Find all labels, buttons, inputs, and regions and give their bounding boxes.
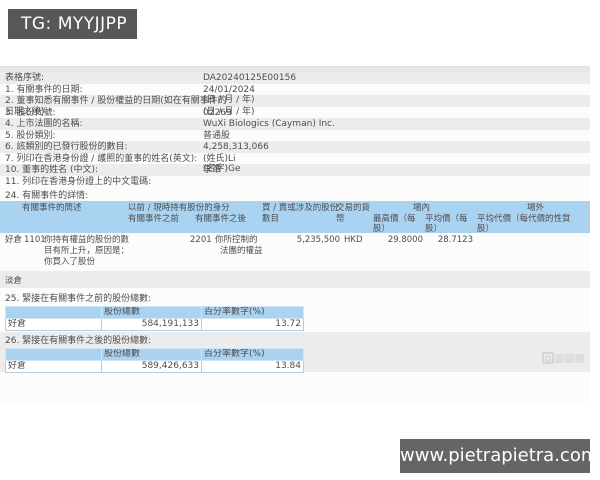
event-code: 1101 bbox=[24, 235, 46, 245]
currency: HKD bbox=[344, 235, 363, 245]
col-avg-price: 平均價（每 bbox=[425, 214, 468, 224]
col-after: 有關事件之後 bbox=[195, 214, 247, 224]
col-suffix-2: 股） bbox=[425, 224, 443, 234]
tg-watermark-badge: TG: MYYJJPP bbox=[8, 9, 137, 39]
field-label-line2: 日期之後): bbox=[5, 106, 48, 117]
field-value: 4,258,313,066 bbox=[203, 142, 269, 152]
form-row-10: 10. 董事的姓名 (中文): 李革 bbox=[0, 164, 590, 176]
corner-watermark-logo: G bbox=[542, 352, 584, 365]
highest-price-value: 29.8000 bbox=[387, 235, 423, 245]
logo-g-glyph: G bbox=[542, 352, 554, 365]
row-label: 好倉 bbox=[5, 318, 102, 331]
section-26-heading: 26. 緊接在有關事件之後的股份總數: bbox=[5, 336, 152, 346]
disclosure-form-document: 表格序號: DA20240125E00156 1. 有關事件的日期: 24/01… bbox=[0, 66, 590, 402]
logo-char-block bbox=[555, 353, 564, 363]
section-25-heading: 25. 緊接在有關事件之前的股份總數: bbox=[5, 294, 152, 304]
col-highest-price: 最高價（每 bbox=[373, 214, 416, 224]
empty-header-cell bbox=[5, 306, 102, 319]
field-value: 普通股 bbox=[203, 130, 231, 141]
field-value: (姓氏)Li bbox=[203, 153, 236, 164]
field-label: 3. 股份代號: bbox=[5, 107, 56, 118]
event-desc-l2: 目有所上升，原因是： bbox=[44, 246, 130, 256]
col-suffix-3: 股） bbox=[477, 224, 495, 234]
field-label: 6. 該類別的已發行股份的數目: bbox=[5, 142, 128, 152]
col-avg-consideration: 平均代價（每 bbox=[477, 214, 529, 224]
col-currency-l2: 幣 bbox=[336, 214, 345, 224]
field-value: 24/01/2024 bbox=[203, 84, 255, 95]
section-25: 25. 緊接在有關事件之前的股份總數: 股份總數 百分率數字(%) 好倉 584… bbox=[0, 288, 590, 332]
shares-involved: 5,235,500 bbox=[296, 235, 340, 245]
col-onmarket-group: 場內 bbox=[413, 203, 431, 213]
section-24-long-position-row: 好倉 1101 你持有權益的股份的數 目有所上升，原因是： 你買入了股份 220… bbox=[0, 233, 590, 271]
col-offmarket-group: 場外 bbox=[527, 203, 545, 213]
section-25-table: 股份總數 百分率數字(%) 好倉 584,191,133 13.72 bbox=[5, 306, 304, 331]
field-value-line2: (名字)Ge bbox=[203, 164, 241, 174]
field-value-line2: (日 / 月 / 年) bbox=[203, 106, 255, 117]
document-top-strip bbox=[0, 66, 590, 72]
col-shares-l2: 數目 bbox=[262, 214, 280, 224]
form-row-3: 3. 股份代號: 02269 bbox=[0, 106, 590, 118]
section-26: 26. 緊接在有關事件之後的股份總數: 股份總數 百分率數字(%) 好倉 589… bbox=[0, 332, 590, 373]
field-value-line2: (日 / 月 / 年) bbox=[203, 95, 255, 105]
field-label: 4. 上市法團的名稱: bbox=[5, 119, 83, 129]
field-label: 10. 董事的姓名 (中文): bbox=[5, 165, 99, 175]
after-capacity-l2: 法團的權益 bbox=[220, 246, 263, 256]
col-suffix-1: 股） bbox=[373, 224, 391, 234]
form-row-serial: 表格序號: DA20240125E00156 bbox=[0, 72, 590, 84]
percent-header: 百分率數字(%) bbox=[201, 306, 304, 319]
website-watermark-badge: www.pietrapietra.com bbox=[400, 439, 598, 473]
form-row-1: 1. 有關事件的日期: 24/01/2024 (日 / 月 / 年) bbox=[0, 83, 590, 105]
col-capacity: 以前 / 現時持有股份的身分 bbox=[128, 203, 230, 213]
form-row-6: 6. 該類別的已發行股份的數目: 4,258,313,066 bbox=[0, 141, 590, 153]
section-24-heading: 24. 有關事件的詳情: bbox=[0, 187, 590, 201]
col-currency-l1: 交易的貨 bbox=[336, 203, 371, 213]
field-value: WuXi Biologics (Cayman) Inc. bbox=[203, 119, 335, 129]
section-26-table: 股份總數 百分率數字(%) 好倉 589,426,633 13.84 bbox=[5, 348, 304, 373]
after-capacity-code: 2201 bbox=[190, 235, 212, 245]
field-label: 7. 列印在香港身份證 / 護照的董事的姓名(英文): bbox=[5, 153, 198, 164]
field-label: 5. 股份類別: bbox=[5, 130, 56, 141]
logo-char-block bbox=[565, 353, 574, 363]
field-value: 李革 bbox=[203, 165, 222, 175]
total-shares-value: 584,191,133 bbox=[101, 318, 202, 331]
form-row-2: 2. 董事知悉有關事件 / 股份權益的日期(如在有關事件的 日期之後): (日 … bbox=[0, 95, 590, 117]
event-desc-l1: 你持有權益的股份的數 bbox=[44, 235, 130, 245]
after-capacity-l1: 你所控制的 bbox=[215, 235, 258, 245]
field-value: DA20240125E00156 bbox=[203, 73, 297, 83]
total-shares-value: 589,426,633 bbox=[101, 360, 202, 373]
percent-value: 13.84 bbox=[201, 360, 304, 373]
field-value bbox=[203, 177, 590, 188]
col-event-desc: 有關事件的簡述 bbox=[22, 203, 82, 213]
section-24-table-header: 有關事件的簡述 以前 / 現時持有股份的身分 買 / 賣或涉及的股份 交易的貨 … bbox=[0, 201, 590, 234]
logo-char-block bbox=[575, 353, 584, 363]
field-label: 表格序號: bbox=[5, 73, 45, 83]
percent-value: 13.72 bbox=[201, 318, 304, 331]
empty-header-cell bbox=[5, 348, 102, 361]
avg-price-value: 28.7123 bbox=[437, 235, 473, 245]
form-row-7: 7. 列印在香港身份證 / 護照的董事的姓名(英文): (姓氏)Li (名字)G… bbox=[0, 152, 590, 174]
field-label: 1. 有關事件的日期: bbox=[5, 84, 83, 95]
event-desc-l3: 你買入了股份 bbox=[44, 257, 96, 267]
total-shares-header: 股份總數 bbox=[101, 348, 202, 361]
section-24-short-position-row: 淡倉 bbox=[0, 271, 590, 288]
row-label: 好倉 bbox=[5, 360, 102, 373]
percent-header: 百分率數字(%) bbox=[201, 348, 304, 361]
form-row-5: 5. 股份類別: 普通股 bbox=[0, 129, 590, 141]
form-row-4: 4. 上市法團的名稱: WuXi Biologics (Cayman) Inc. bbox=[0, 118, 590, 130]
field-value-blank bbox=[203, 96, 590, 107]
col-shares-l1: 買 / 賣或涉及的股份 bbox=[262, 203, 339, 213]
form-row-11: 11. 列印在香港身份證上的中文電碼: bbox=[0, 175, 590, 188]
col-nature: 代價的性質 bbox=[528, 214, 571, 224]
total-shares-header: 股份總數 bbox=[101, 306, 202, 319]
field-label: 2. 董事知悉有關事件 / 股份權益的日期(如在有關事件的 bbox=[5, 96, 227, 106]
col-before: 有關事件之前 bbox=[128, 214, 180, 224]
field-label: 11. 列印在香港身份證上的中文電碼: bbox=[5, 176, 152, 187]
field-value: 02269 bbox=[203, 107, 232, 118]
position-label: 好倉 bbox=[5, 235, 23, 245]
